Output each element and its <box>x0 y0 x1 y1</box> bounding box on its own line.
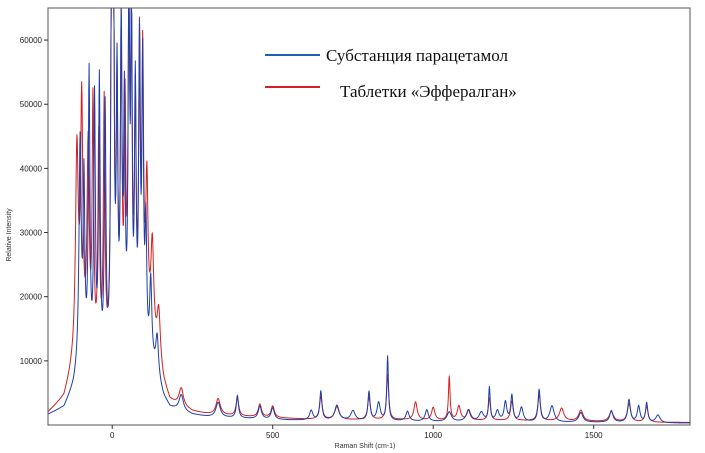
plot-area <box>47 7 691 424</box>
x-tick-label: 500 <box>266 431 280 440</box>
legend-label-substance: Субстанция парацетамол <box>326 46 508 65</box>
axes: 0 500 1000 1500 10000 20000 30000 40000 50000 600… <box>20 7 691 440</box>
y-tick-label: 10000 <box>20 357 43 366</box>
x-tick-label: 1500 <box>585 431 603 440</box>
y-axis-title: Relative Intensity <box>6 208 13 262</box>
y-tick-label: 20000 <box>20 293 43 302</box>
series-line-tablets <box>47 7 691 423</box>
legend-label-tablets: Таблетки «Эффералган» <box>340 82 517 101</box>
x-axis-title: Raman Shift (cm-1) <box>335 443 396 450</box>
y-tick-label: 40000 <box>20 164 43 173</box>
y-tick-label: 30000 <box>20 229 43 238</box>
y-tick-label: 60000 <box>20 36 43 45</box>
x-tick-label: 1000 <box>424 431 442 440</box>
x-tick-label: 0 <box>110 431 115 440</box>
series-line-substance <box>47 7 691 424</box>
legend: Субстанция парацетамол Таблетки «Эфферал… <box>265 46 517 101</box>
y-tick-label: 50000 <box>20 100 43 109</box>
plot-frame <box>47 7 691 426</box>
